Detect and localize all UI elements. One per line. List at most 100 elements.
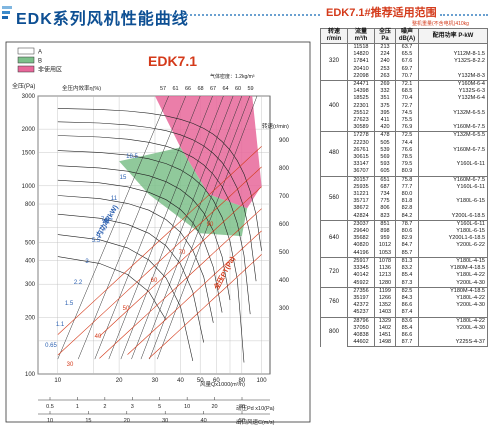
power-curve — [127, 230, 262, 355]
speed-mark: 40 — [95, 334, 102, 340]
table-row: 29640 898 80.6 Y180L-6-15 — [321, 228, 488, 236]
speed-cell: 720 — [320, 256, 348, 288]
pressure-cell: 253 — [374, 65, 396, 73]
noise-cell: 85.4 — [395, 324, 419, 332]
motor-cell — [418, 168, 488, 177]
table-body: 320 11518 213 63.7 14820 224 65.5 Y112M-8-1.5 17… — [320, 42, 488, 348]
pressure-cell: 375 — [374, 102, 396, 110]
speed-curve — [57, 121, 257, 282]
noise-cell: 85.4 — [395, 272, 419, 280]
table-row: 35197 1266 84.3 Y180L-4-22 — [321, 294, 488, 303]
flow-cell: 42372 — [347, 302, 375, 310]
flow-cell: 14398 — [347, 88, 375, 96]
legend-label: 非使用区 — [38, 66, 62, 74]
col-flow: 流量 m³/h — [347, 28, 375, 44]
noise-cell: 84.2 — [395, 212, 419, 221]
bottom-tick-label: 1 — [76, 404, 79, 410]
flow-cell: 18525 — [347, 95, 375, 103]
y-tick-label: 100 — [25, 372, 36, 378]
efficiency-line — [57, 95, 169, 360]
pressure-curve-label: 全压PT(Pa) — [211, 255, 236, 292]
motor-cell — [418, 102, 488, 110]
motor-cell: Y180M-4-18.5 — [418, 286, 488, 295]
x-tick-label: 80 — [238, 378, 245, 384]
header-divider-right — [440, 14, 488, 16]
table-row: 33147 593 79.5 Y160L-6-11 — [321, 161, 488, 169]
pressure-cell: 651 — [374, 175, 396, 184]
table-row: 40820 1012 84.7 Y200L-6-22 — [321, 242, 488, 250]
table-row: 760 27356 1199 82.5 Y180M-4-18.5 — [320, 286, 488, 318]
x-tick-label: 50 — [197, 378, 204, 384]
table-row: 44602 1498 87.7 Y225S-4-37 — [321, 339, 488, 348]
table-row: 22301 375 72.7 — [321, 102, 488, 110]
table-row: 27623 411 75.5 — [321, 117, 488, 125]
speed-cell: 400 — [320, 80, 348, 132]
x-axis-label: 风量Qx1000(m³/h) — [200, 381, 245, 388]
motor-cell: Y160M-6-7.5 — [418, 175, 488, 184]
noise-cell: 87.7 — [395, 339, 419, 348]
pressure-cell: 332 — [374, 88, 396, 96]
noise-cell: 77.7 — [395, 183, 419, 192]
pressure-cell: 593 — [374, 161, 396, 169]
bottom-tick-label: 30 — [239, 404, 245, 410]
right-tick-label: 500 — [279, 250, 290, 256]
motor-cell: Y132S-8-2.2 — [418, 58, 488, 66]
noise-cell: 87.4 — [395, 309, 419, 318]
flow-cell: 24471 — [347, 80, 375, 89]
flow-cell: 22301 — [347, 102, 375, 110]
pressure-cell: 959 — [374, 235, 396, 243]
pressure-cell: 1329 — [374, 316, 396, 325]
x-tick-label: 60 — [213, 378, 220, 384]
motor-cell: Y180L-4-22 — [418, 294, 488, 303]
flow-cell: 45237 — [347, 309, 375, 318]
bottom-axis-label: 出口风速C(m/s) — [236, 418, 275, 426]
motor-cell — [418, 65, 488, 73]
speed-mark: 50 — [123, 306, 130, 312]
flow-cell: 40838 — [347, 331, 375, 340]
noise-cell: 65.5 — [395, 51, 419, 59]
noise-cell: 85.7 — [395, 249, 419, 258]
flow-cell: 26761 — [347, 146, 375, 155]
efficiency-line — [120, 95, 224, 360]
table-row: 560 20157 651 75.8 Y160M-6-7.5 — [320, 175, 488, 221]
bottom-tick-label: 2 — [103, 404, 106, 410]
flow-cell: 38672 — [347, 205, 375, 213]
noise-cell: 83.2 — [395, 265, 419, 273]
pressure-cell: 1352 — [374, 302, 396, 310]
table-row: 800 28796 1329 83.6 Y180L-4-22 — [320, 316, 488, 347]
table-row: 17841 240 67.6 Y132S-8-2.2 — [321, 58, 488, 66]
flow-cell: 27356 — [347, 286, 375, 295]
noise-cell: 84.7 — [395, 242, 419, 250]
motor-cell: Y225S-4-37 — [418, 339, 488, 348]
pressure-cell: 420 — [374, 124, 396, 133]
power-value-label: 1.5 — [65, 301, 74, 307]
pressure-cell: 505 — [374, 139, 396, 147]
pressure-cell: 1403 — [374, 309, 396, 318]
legend-swatch — [17, 47, 35, 55]
speed-cell: 560 — [320, 175, 348, 221]
speed-curve — [57, 234, 194, 361]
power-value-label: 0.65 — [45, 343, 57, 349]
speed-curve — [57, 108, 262, 251]
noise-cell: 78.7 — [395, 219, 419, 229]
table-row: 20410 253 69.7 — [321, 65, 488, 73]
pressure-cell: 1199 — [374, 286, 396, 295]
flow-cell: 40142 — [347, 272, 375, 280]
noise-cell: 84.3 — [395, 294, 419, 303]
noise-cell: 82.9 — [395, 235, 419, 243]
flow-cell: 30589 — [347, 124, 375, 133]
table-note: 整机重量(不含电机)410kg — [412, 21, 469, 27]
efficiency-mark: 59 — [247, 86, 253, 92]
legend-label: A — [38, 50, 42, 56]
x-tick-label: 30 — [152, 378, 159, 384]
pressure-cell: 1012 — [374, 242, 396, 250]
power-curve — [57, 146, 262, 335]
header-decoration — [2, 6, 12, 20]
table-row: 42824 823 84.2 Y200L-6-18.5 — [321, 212, 488, 221]
chart-title: EDK7.1 — [148, 53, 197, 69]
bottom-tick-label: 20 — [124, 418, 130, 424]
noise-cell: 67.6 — [395, 58, 419, 66]
table-row: 25935 687 77.7 Y160L-6-11 — [321, 183, 488, 192]
motor-cell — [418, 43, 488, 52]
